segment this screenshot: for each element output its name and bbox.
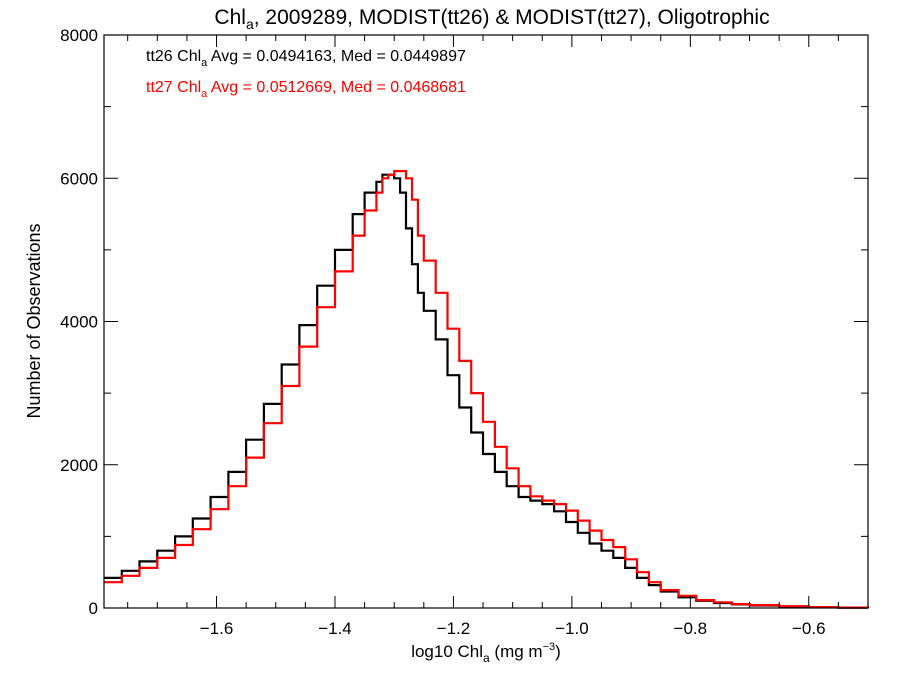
chart-title: Chla, 2009289, MODIST(tt26) & MODIST(tt2… (214, 6, 769, 32)
x-tick-label: −1.2 (437, 619, 471, 638)
y-tick-label: 6000 (60, 169, 98, 188)
y-tick-label: 4000 (60, 313, 98, 332)
x-tick-label: −1.0 (555, 619, 589, 638)
series-line-0 (104, 173, 870, 609)
x-tick-label: −0.6 (792, 619, 826, 638)
plot-frame (103, 34, 869, 609)
x-tick-label: −1.4 (318, 619, 352, 638)
legend-tt27-stats: tt27 Chla Avg = 0.0512669, Med = 0.04686… (146, 79, 466, 100)
series-line-1 (104, 170, 870, 609)
y-tick-label: 2000 (60, 456, 98, 475)
y-axis-label: Number of Observations (24, 223, 44, 418)
axes-layer: −1.6 −1.4 −1.2 −1.0 −0.8 −0.6 0 2000 4000 6000 800… (60, 26, 869, 638)
y-tick-label: 8000 (60, 26, 98, 45)
x-tick-label: −1.6 (200, 619, 234, 638)
series-layer (104, 170, 870, 609)
x-axis-label: log10 Chla (mg m−3) (411, 641, 561, 665)
x-tick-label: −0.8 (674, 619, 708, 638)
y-tick-label: 0 (89, 599, 98, 618)
legend-tt26-stats: tt26 Chla Avg = 0.0494163, Med = 0.04498… (146, 48, 466, 69)
